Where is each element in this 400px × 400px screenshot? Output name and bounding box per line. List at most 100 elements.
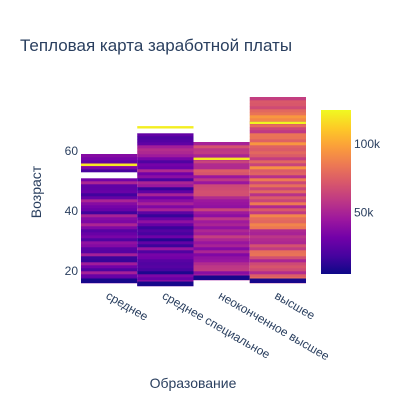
heatmap-cell: [137, 166, 194, 170]
heatmap-cell: [81, 214, 138, 218]
heatmap-cell: [81, 166, 138, 170]
heatmap-cell: [81, 199, 138, 203]
heatmap-cell: [137, 247, 194, 251]
heatmap-cell: [193, 232, 250, 236]
heatmap-cell: [193, 187, 250, 191]
heatmap-cell: [137, 214, 194, 218]
heatmap-cell: [137, 244, 194, 248]
heatmap-cell: [193, 199, 250, 203]
heatmap-cell: [137, 154, 194, 158]
heatmap-cell: [137, 151, 194, 155]
heatmap-cell: [81, 238, 138, 242]
heatmap-cell: [193, 172, 250, 176]
heatmap-cell: [81, 226, 138, 230]
heatmap-cell: [137, 145, 194, 149]
heatmap-cell: [137, 142, 194, 146]
heatmap-cell: [137, 217, 194, 221]
heatmap-cell: [249, 157, 306, 161]
heatmap-cell: [249, 127, 306, 131]
heatmap-cell: [193, 196, 250, 200]
heatmap-cell: [137, 160, 194, 164]
heatmap-cell: [249, 268, 306, 272]
heatmap-cell: [249, 142, 306, 146]
heatmap-cell: [249, 154, 306, 158]
heatmap-cell: [249, 265, 306, 269]
heatmap-cell: [137, 202, 194, 206]
heatmap-cell: [137, 163, 194, 167]
heatmap-cell: [137, 178, 194, 182]
heatmap-cell: [137, 253, 194, 257]
heatmap-cell: [81, 244, 138, 248]
heatmap-cell: [249, 115, 306, 119]
heatmap-cells: [81, 97, 306, 287]
heatmap-cell: [81, 256, 138, 260]
colorbar-tick-label: 100k: [354, 137, 381, 151]
heatmap-cell: [249, 274, 306, 278]
heatmap-cell: [249, 139, 306, 143]
heatmap-cell: [193, 223, 250, 227]
y-tick-label: 60: [65, 144, 79, 158]
y-tick-label: 20: [65, 264, 79, 278]
heatmap-cell: [137, 187, 194, 191]
heatmap-cell: [81, 274, 138, 278]
heatmap-cell: [193, 181, 250, 185]
heatmap-cell: [81, 196, 138, 200]
heatmap-cell: [249, 169, 306, 173]
heatmap-cell: [193, 214, 250, 218]
heatmap-cell: [137, 271, 194, 275]
heatmap-cell: [137, 136, 194, 140]
heatmap-cell: [81, 265, 138, 269]
heatmap-cell: [249, 112, 306, 116]
heatmap-cell: [81, 211, 138, 215]
heatmap-cell: [249, 148, 306, 152]
heatmap-cell: [249, 133, 306, 137]
colorbar-ticks: 50k 100k: [354, 137, 381, 219]
heatmap-cell: [137, 181, 194, 185]
heatmap-cell: [249, 145, 306, 149]
heatmap-cell: [81, 278, 138, 283]
heatmap-cell: [193, 160, 250, 164]
heatmap-cell: [249, 235, 306, 239]
heatmap-cell: [249, 103, 306, 107]
heatmap-cell: [193, 256, 250, 260]
heatmap-cell: [193, 151, 250, 155]
heatmap-cell: [81, 157, 138, 161]
heatmap-highlight-cell: [137, 126, 194, 129]
x-tick-label: среднее: [104, 288, 151, 323]
heatmap-cell: [193, 253, 250, 257]
y-axis-ticks: 20 40 60: [65, 144, 79, 278]
heatmap-cell: [193, 148, 250, 152]
heatmap-cell: [137, 262, 194, 266]
heatmap-cell: [81, 181, 138, 185]
heatmap-cell: [193, 175, 250, 179]
heatmap-cell: [193, 262, 250, 266]
heatmap-cell: [249, 253, 306, 257]
heatmap-cell: [137, 274, 194, 278]
heatmap-cell: [193, 208, 250, 212]
heatmap-cell: [137, 139, 194, 143]
heatmap-cell: [249, 160, 306, 164]
heatmap-cell: [249, 226, 306, 230]
heatmap-cell: [81, 247, 138, 251]
x-axis-title: Образование: [150, 375, 237, 391]
heatmap-cell: [249, 214, 306, 218]
heatmap-cell: [249, 175, 306, 179]
heatmap-cell: [81, 259, 138, 263]
heatmap-cell: [249, 151, 306, 155]
heatmap-cell: [81, 262, 138, 266]
heatmap-cell: [193, 211, 250, 215]
heatmap-cell: [249, 136, 306, 140]
heatmap-cell: [137, 238, 194, 242]
heatmap-cell: [137, 193, 194, 197]
heatmap-cell: [137, 265, 194, 269]
heatmap-cell: [193, 265, 250, 269]
heatmap-cell: [81, 205, 138, 209]
heatmap-cell: [249, 109, 306, 113]
heatmap-cell: [249, 118, 306, 122]
heatmap-cell: [81, 202, 138, 206]
heatmap-cell: [81, 241, 138, 245]
heatmap-cell: [137, 235, 194, 239]
heatmap-cell: [249, 256, 306, 260]
heatmap-cell: [137, 226, 194, 230]
heatmap-cell: [137, 190, 194, 194]
